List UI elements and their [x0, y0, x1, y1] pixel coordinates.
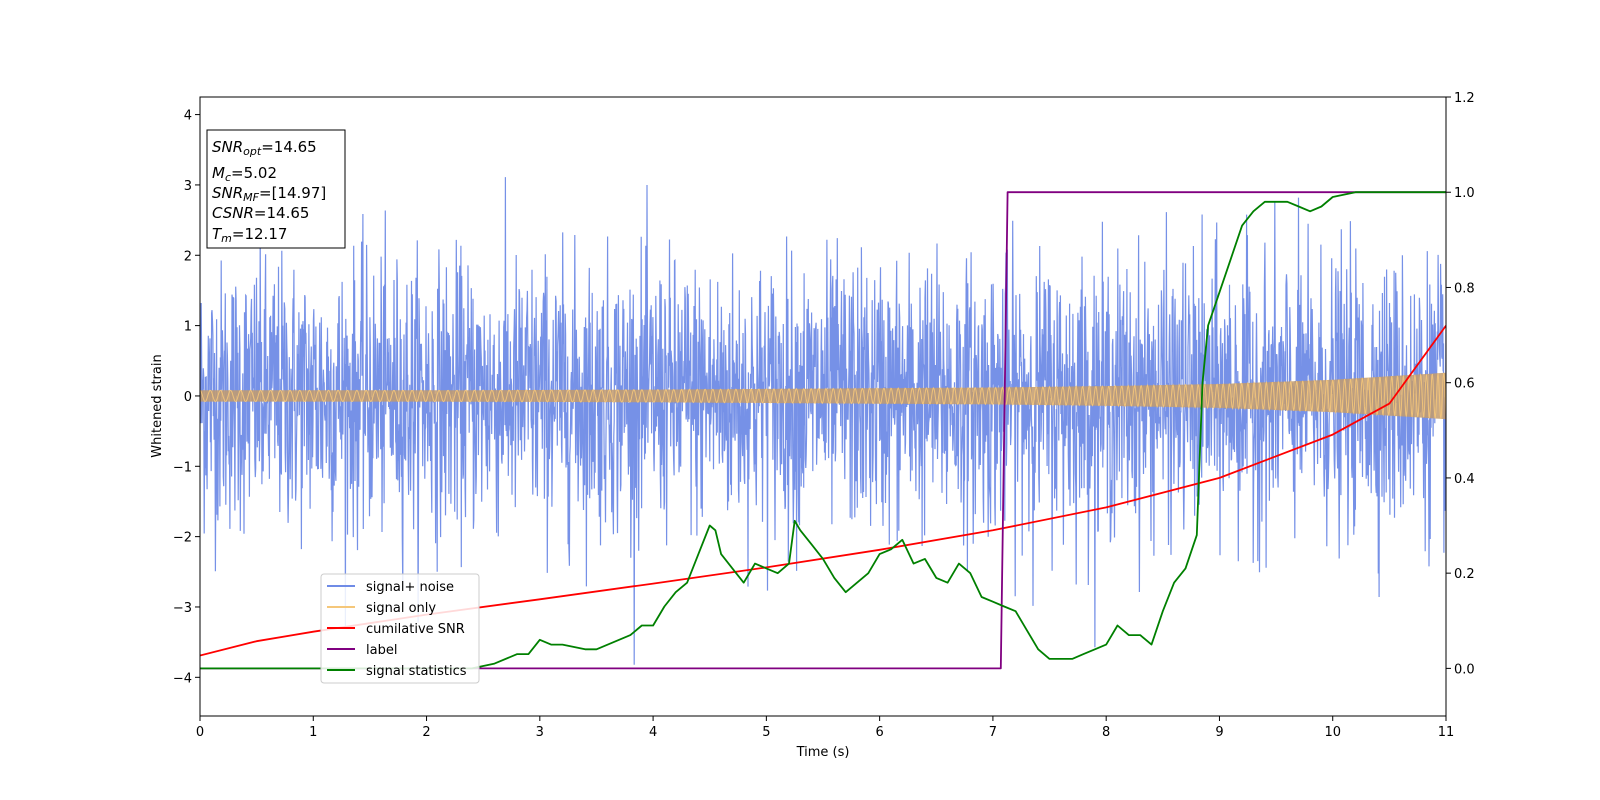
y2-tick-label: 0.0: [1454, 662, 1475, 677]
info-line-chirp-mass: Mc=5.02: [212, 164, 277, 184]
y-tick-label: −1: [173, 460, 192, 475]
signal-statistics-line: [200, 191, 1446, 670]
plot-frame: [199, 96, 1447, 717]
y-axis-left: −4 −3 −2 −1 0 1 2 3 4: [173, 109, 200, 686]
y2-tick-label: 0.8: [1454, 281, 1475, 296]
y-tick-label: −3: [173, 601, 192, 616]
info-box-frame: [206, 129, 346, 249]
legend-label-cumulative-snr: cumilative SNR: [366, 622, 465, 637]
legend-label-statistics: signal statistics: [366, 664, 467, 679]
y-tick-label: −2: [173, 531, 192, 546]
x-axis: 0 1 2 3 4 5 6 7 8 9 10 11: [196, 716, 1454, 740]
y-tick-label: 0: [184, 390, 192, 405]
legend-label-signal-noise: signal+ noise: [366, 580, 454, 595]
y2-tick-label: 1.0: [1454, 186, 1475, 201]
x-tick-label: 4: [649, 725, 657, 740]
x-tick-label: 2: [422, 725, 430, 740]
x-tick-label: 3: [536, 725, 544, 740]
signal-noise-series: [200, 177, 1446, 665]
x-tick-label: 0: [196, 725, 204, 740]
x-tick-label: 9: [1215, 725, 1223, 740]
legend-label-signal-only: signal only: [366, 601, 436, 616]
signal-noise-line: [200, 177, 1446, 665]
y2-tick-label: 1.2: [1454, 91, 1475, 106]
x-tick-label: 7: [989, 725, 997, 740]
y2-tick-label: 0.2: [1454, 567, 1475, 582]
info-line-snr-mf: SNRMF=[14.97]: [212, 184, 326, 204]
info-line-snr-opt: SNRopt=14.65: [212, 138, 317, 158]
legend-label-label: label: [366, 643, 397, 658]
x-tick-label: 1: [309, 725, 317, 740]
signal-only-envelope: [200, 372, 1446, 420]
signal-only-line: [200, 372, 1446, 420]
y-tick-label: 3: [184, 179, 192, 194]
y2-tick-label: 0.4: [1454, 472, 1475, 487]
y-tick-label: −4: [173, 671, 192, 686]
info-line-tm: Tm=12.17: [212, 225, 287, 245]
y2-tick-label: 0.6: [1454, 377, 1475, 392]
legend-frame: [320, 573, 480, 684]
x-tick-label: 5: [762, 725, 770, 740]
x-tick-label: 10: [1324, 725, 1341, 740]
legend: signal+ noise signal only cumilative SNR…: [320, 573, 480, 684]
x-tick-label: 11: [1438, 725, 1455, 740]
x-tick-label: 6: [875, 725, 883, 740]
y-tick-label: 2: [184, 249, 192, 264]
info-box: SNRopt=14.65 Mc=5.02 SNRMF=[14.97] CSNR=…: [206, 129, 346, 249]
label-line: [200, 191, 1446, 670]
info-line-csnr: CSNR=14.65: [212, 204, 309, 222]
x-axis-label: Time (s): [796, 745, 850, 760]
y-tick-label: 1: [184, 320, 192, 335]
y-tick-label: 4: [184, 109, 192, 124]
signal-only-series: [200, 372, 1446, 420]
y-axis-right: 0.0 0.2 0.4 0.6 0.8 1.0 1.2: [1446, 91, 1475, 677]
y-axis-label: Whitened strain: [150, 354, 165, 457]
x-tick-label: 8: [1102, 725, 1110, 740]
